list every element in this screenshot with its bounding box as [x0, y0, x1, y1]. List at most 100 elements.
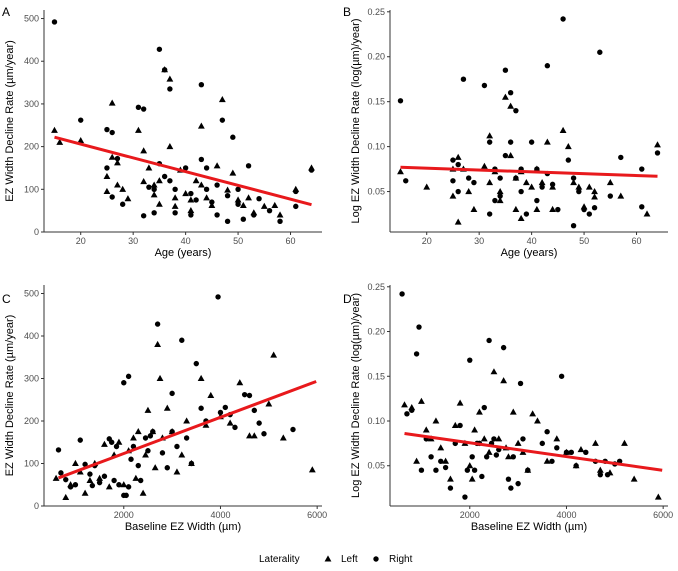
data-point-left	[124, 195, 132, 202]
y-tick-label: 0.20	[367, 52, 385, 62]
data-point-right	[87, 471, 93, 477]
data-point-left	[218, 96, 226, 103]
x-tick-label: 6000	[307, 510, 327, 520]
data-point-right	[549, 181, 556, 188]
data-point-right	[534, 197, 540, 204]
data-point-left	[447, 475, 454, 482]
data-point-left	[543, 457, 551, 464]
data-point-right	[479, 473, 485, 480]
data-point-right	[497, 175, 503, 181]
data-point-right	[639, 204, 645, 210]
data-point-left	[187, 207, 195, 214]
data-point-right	[161, 173, 168, 180]
data-point-right	[151, 210, 157, 216]
data-point-left	[245, 194, 252, 201]
data-point-right	[413, 351, 420, 357]
data-point-right	[82, 461, 88, 468]
data-point-left	[213, 162, 221, 169]
data-point-left	[183, 417, 191, 424]
data-point-left	[173, 468, 181, 475]
data-point-right	[308, 167, 315, 173]
data-point-right	[502, 152, 509, 159]
data-point-right	[128, 456, 134, 462]
data-point-right	[507, 89, 514, 96]
data-point-left	[279, 434, 287, 441]
data-point-right	[583, 449, 589, 456]
regression-line	[57, 380, 317, 480]
data-point-left	[197, 122, 205, 129]
data-point-left	[437, 444, 445, 451]
data-point-right	[493, 452, 500, 458]
data-point-right	[109, 129, 115, 136]
data-point-right	[235, 201, 241, 207]
data-point-right	[188, 212, 194, 218]
data-point-left	[56, 138, 64, 145]
data-point-right	[654, 150, 661, 156]
data-point-left	[142, 451, 149, 458]
data-point-right	[172, 186, 178, 193]
data-point-right	[145, 448, 151, 454]
data-point-left	[103, 172, 111, 180]
data-point-right	[164, 465, 170, 471]
x-tick-label: 4000	[556, 510, 576, 520]
data-point-right	[147, 433, 154, 439]
data-point-right	[568, 449, 575, 456]
y-tick-label: 500	[24, 14, 39, 24]
data-point-left	[132, 474, 140, 481]
data-point-left	[606, 178, 614, 186]
data-point-left	[101, 440, 108, 447]
data-point-right	[404, 411, 410, 417]
data-point-right	[481, 404, 487, 411]
data-point-left	[456, 399, 464, 406]
data-point-right	[89, 482, 96, 489]
data-point-left	[480, 435, 488, 442]
data-point-left	[422, 426, 430, 433]
data-point-right	[123, 492, 129, 499]
x-tick-label: 4000	[210, 510, 230, 520]
legend-label-right: Right	[389, 554, 413, 565]
panel-C: C 2000 4000 6000 0 100 200 300 400 500 Baseline EZ…	[2, 285, 327, 533]
data-point-right	[266, 207, 273, 214]
data-point-right	[215, 294, 221, 300]
data-point-right	[549, 458, 555, 464]
y-tick-label: 400	[24, 56, 39, 66]
data-point-left	[140, 178, 148, 185]
data-point-right	[114, 155, 121, 162]
data-point-right	[140, 213, 147, 219]
data-point-right	[256, 196, 262, 202]
data-point-right	[77, 437, 83, 443]
data-point-left	[577, 446, 585, 453]
data-point-left	[192, 177, 200, 184]
data-point-right	[486, 211, 493, 217]
data-point-right	[261, 431, 267, 437]
data-point-right	[576, 188, 582, 195]
data-point-right	[433, 467, 439, 473]
y-tick-label: 0.10	[367, 142, 385, 152]
data-point-right	[481, 82, 488, 89]
data-point-left	[549, 205, 557, 213]
data-point-left	[114, 181, 121, 188]
data-point-left	[308, 466, 316, 473]
legend-key-right	[373, 556, 379, 562]
data-point-left	[591, 193, 598, 200]
data-point-right	[125, 373, 132, 380]
data-point-left	[553, 435, 561, 442]
data-point-right	[409, 407, 415, 413]
data-point-left	[449, 192, 457, 199]
data-point-right	[179, 337, 185, 343]
data-point-left	[486, 132, 494, 139]
data-point-right	[135, 104, 142, 111]
data-point-right	[230, 134, 236, 140]
data-point-left	[150, 191, 158, 198]
data-point-left	[442, 457, 450, 464]
data-point-right	[293, 188, 299, 195]
regression-line	[400, 165, 658, 178]
data-point-left	[454, 153, 462, 160]
data-point-right	[193, 360, 199, 367]
y-tick-label: 200	[24, 416, 39, 426]
data-point-right	[245, 163, 252, 169]
data-point-right	[55, 447, 62, 453]
data-point-right	[198, 156, 205, 163]
panel-B: B 20 30 40 50 60 0.05 0.10 0.15 0.20 0.25 Age (year…	[343, 5, 668, 259]
data-point-right	[219, 117, 226, 123]
